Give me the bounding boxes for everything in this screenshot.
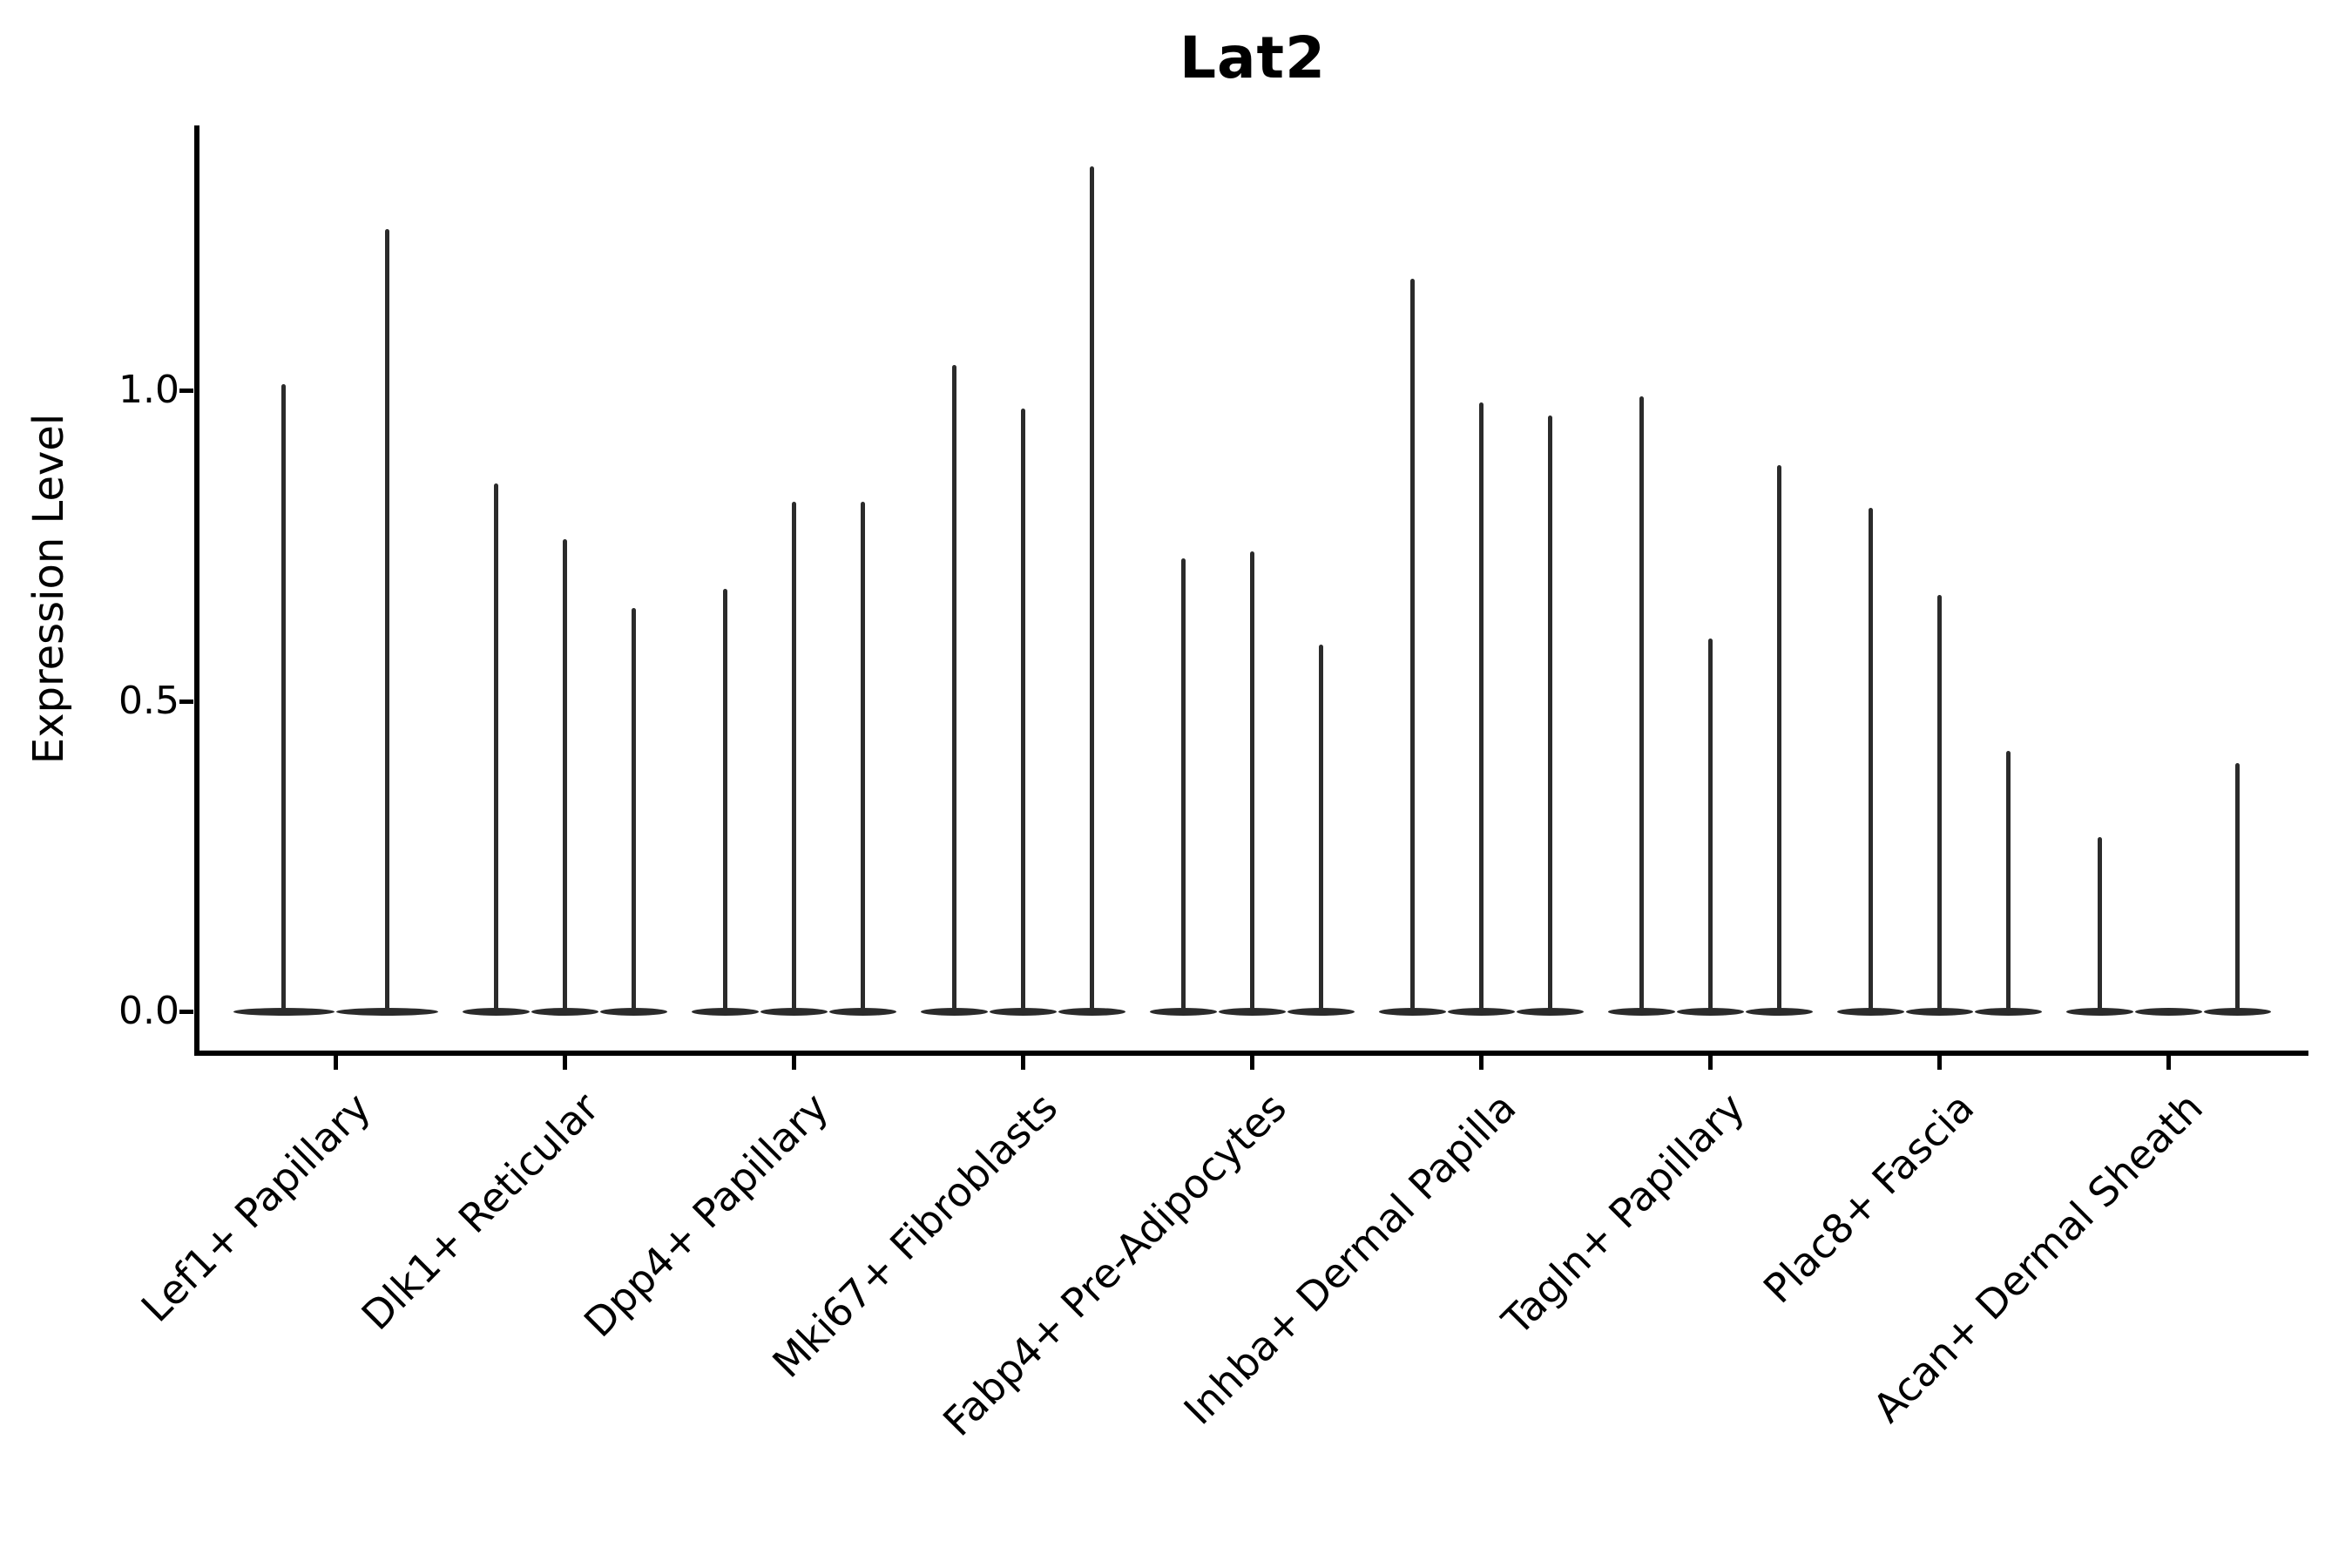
violin-spike (1409, 278, 1415, 1011)
violin-spike (951, 365, 956, 1011)
x-tick-label: Lef1+ Papillary (132, 1084, 380, 1331)
violin-spike (1318, 645, 1323, 1011)
violin-spike (1478, 402, 1484, 1011)
x-tick-label: Tagln+ Papillary (1493, 1084, 1754, 1344)
violin-base (1676, 1007, 1744, 1016)
violin-spike (493, 483, 498, 1011)
y-tick-label: 0.0 (118, 989, 179, 1033)
violin-base (531, 1007, 598, 1016)
violin-spike (1180, 558, 1186, 1011)
violin-base (1378, 1007, 1446, 1016)
violin-spike (2005, 750, 2011, 1011)
x-tick-mark (2166, 1056, 2171, 1070)
violin-base (1974, 1007, 2042, 1016)
violin-base (1745, 1007, 1813, 1016)
violin-spike (1776, 464, 1781, 1011)
violin-base (1905, 1007, 1973, 1016)
violin-base (1287, 1007, 1355, 1016)
x-tick-label: Dlk1+ Reticular (352, 1084, 609, 1340)
violin-spike (384, 228, 389, 1011)
y-axis-spine (194, 125, 199, 1056)
violin-base (599, 1007, 667, 1016)
violin-base (1836, 1007, 1904, 1016)
violin-spike (860, 502, 865, 1011)
y-tick-mark (179, 389, 193, 393)
x-tick-mark (334, 1056, 338, 1070)
violin-base (989, 1007, 1057, 1016)
violin-spike (1547, 415, 1552, 1011)
violin-spike (562, 539, 567, 1011)
x-tick-mark (1021, 1056, 1025, 1070)
violin-spike (1936, 595, 1942, 1011)
violin-spike (281, 383, 287, 1011)
x-tick-mark (563, 1056, 567, 1070)
violin-spike (2097, 837, 2102, 1011)
x-tick-mark (1937, 1056, 1942, 1070)
violin-base (760, 1007, 828, 1016)
violin-spike (631, 607, 636, 1011)
violin-spike (1020, 409, 1025, 1011)
violin-base (828, 1007, 896, 1016)
violin-base (462, 1007, 530, 1016)
violin-base (2065, 1007, 2133, 1016)
x-tick-mark (1250, 1056, 1254, 1070)
violin-spike (722, 589, 727, 1011)
violin-base (233, 1007, 335, 1016)
violin-spike (1707, 639, 1713, 1011)
y-tick-mark (179, 1010, 193, 1014)
violin-base (2203, 1007, 2271, 1016)
y-tick-label: 0.5 (118, 678, 179, 723)
y-tick-label: 1.0 (118, 368, 179, 412)
violin-base (1447, 1007, 1515, 1016)
violin-spike (1249, 551, 1254, 1011)
violin-spike (1868, 508, 1873, 1011)
violin-spike (791, 502, 796, 1011)
violin-spike (1089, 166, 1094, 1011)
x-tick-label: Plac8+ Fascia (1754, 1084, 1984, 1313)
violin-base (1516, 1007, 1584, 1016)
violin-base (920, 1007, 988, 1016)
violin-base (1607, 1007, 1675, 1016)
x-tick-mark (792, 1056, 796, 1070)
violin-spike (2234, 762, 2240, 1011)
violin-base (1218, 1007, 1286, 1016)
violin-base (2134, 1007, 2202, 1016)
x-tick-label: Dpp4+ Papillary (574, 1084, 838, 1347)
violin-spike (1639, 396, 1644, 1011)
x-tick-mark (1708, 1056, 1713, 1070)
x-axis-spine (194, 1051, 2308, 1056)
violin-base (1149, 1007, 1217, 1016)
violin-base (336, 1007, 438, 1016)
violin-base (691, 1007, 759, 1016)
x-tick-mark (1479, 1056, 1484, 1070)
y-tick-mark (179, 699, 193, 704)
violin-base (1058, 1007, 1125, 1016)
plot-title: Lat2 (1179, 24, 1327, 91)
